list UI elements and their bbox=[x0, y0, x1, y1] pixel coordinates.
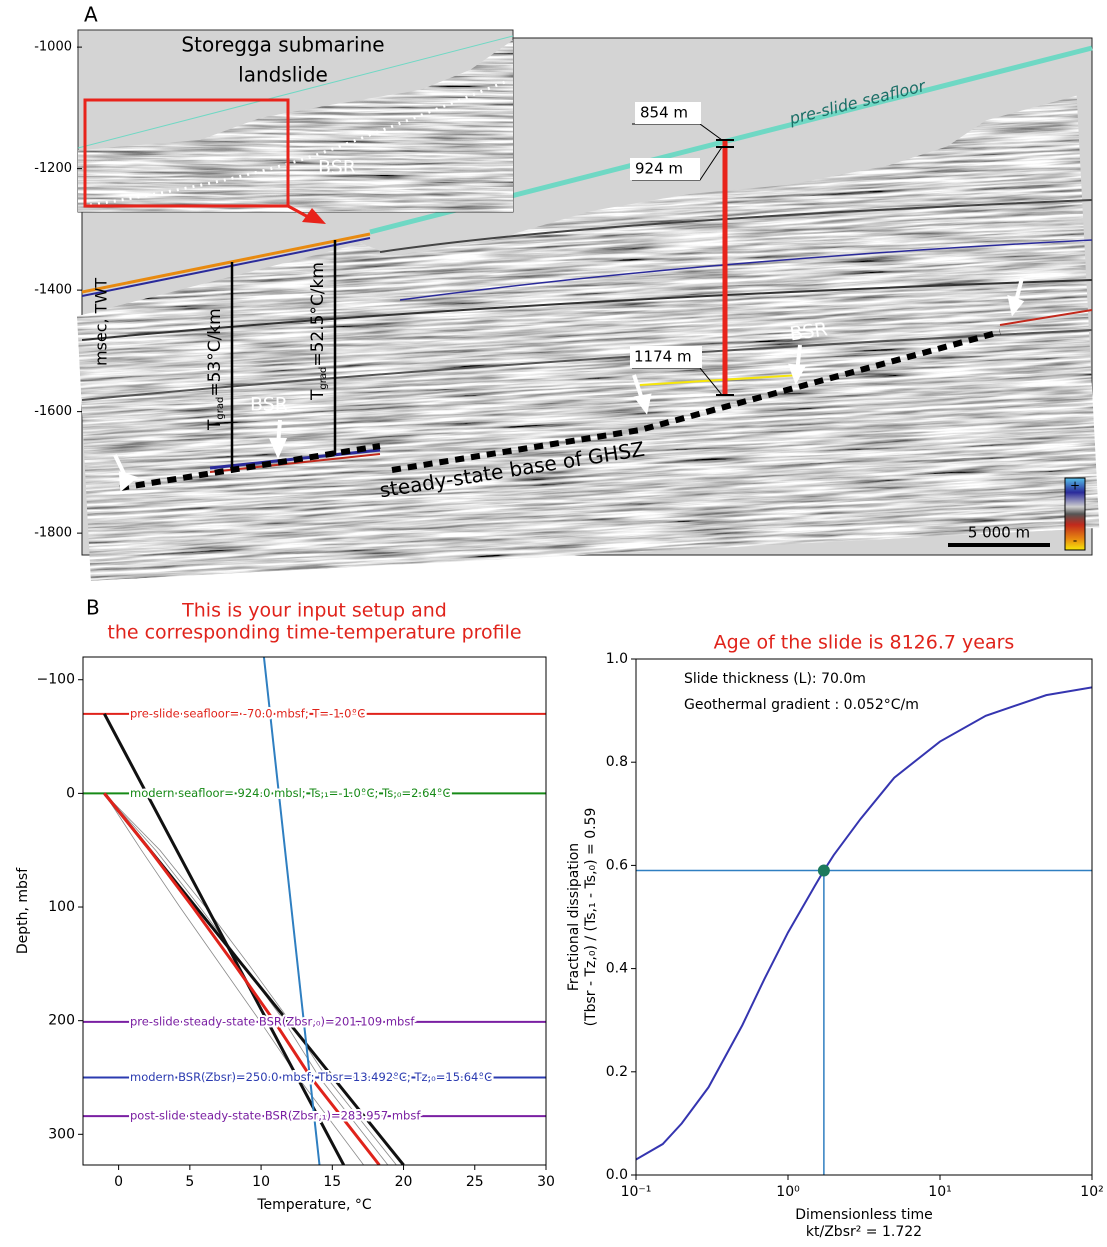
inset-arrowhead bbox=[302, 208, 326, 224]
colorbar bbox=[1064, 477, 1086, 551]
y-tick-label: 200 bbox=[48, 1013, 75, 1029]
y-tick-label: −100 bbox=[37, 672, 75, 688]
x-axis-label: kt/Zbsr² = 1.722 bbox=[806, 1224, 922, 1240]
y-axis-label: (Tbsr - Tz,₀) / (Ts,₁ - Ts,₀) = 0.59 bbox=[583, 808, 599, 1027]
y-axis-label: msec, TWT bbox=[92, 278, 111, 366]
y-tick-label: -1000 bbox=[34, 40, 72, 55]
x-tick-label: 10⁻¹ bbox=[621, 1184, 652, 1200]
point bbox=[817, 864, 830, 877]
scale-label: 5 000 m bbox=[968, 524, 1030, 542]
chart-title: This is your input setup and bbox=[181, 600, 447, 622]
depth-label: 854 m bbox=[640, 104, 688, 122]
colorbar-label: + bbox=[1070, 479, 1080, 493]
axes-frame bbox=[82, 656, 547, 1166]
x-axis-label: Temperature, °C bbox=[256, 1197, 372, 1213]
y-tick-label: 300 bbox=[48, 1126, 75, 1142]
x-tick-label: 10⁰ bbox=[776, 1184, 800, 1200]
annotation: Geothermal gradient : 0.052°C/m bbox=[684, 697, 919, 713]
y-tick-label: 0 bbox=[66, 785, 75, 801]
reference-label: pre-slide steady-state BSR(Zbsr,₀)=201.1… bbox=[130, 1014, 415, 1028]
x-tick-label: 15 bbox=[323, 1174, 341, 1190]
gradient-value: =53°C/km bbox=[205, 308, 225, 396]
y-tick-label: 0.6 bbox=[606, 857, 628, 873]
gradient-label: Tgrad=53°C/km bbox=[205, 308, 226, 431]
y-axis-label: Depth, mbsf bbox=[15, 867, 31, 954]
arrows bbox=[113, 277, 1025, 493]
y-tick-label: -1400 bbox=[34, 283, 72, 298]
inset-title: Storegga submarine bbox=[181, 33, 384, 57]
reference-label: modern BSR(Zbsr)=250.0 mbsf; Tbsr=13.492… bbox=[130, 1070, 492, 1084]
x-tick-label: 30 bbox=[537, 1174, 555, 1190]
plot-area bbox=[83, 657, 546, 1165]
series-line bbox=[103, 792, 381, 1165]
gradient-subscript: grad bbox=[215, 397, 226, 420]
y-tick-label: 0.2 bbox=[606, 1064, 628, 1080]
y-tick-label: 0.4 bbox=[606, 961, 628, 977]
colorbar-label: - bbox=[1073, 534, 1077, 548]
chart: Age of the slide is 8126.7 years 10⁻¹ 10⁰ 1… bbox=[566, 632, 1104, 1241]
depth-label: 924 m bbox=[635, 160, 683, 178]
gradient-symbol: T bbox=[205, 419, 225, 431]
bsr-label: BSR bbox=[250, 394, 288, 416]
seismic-panel: A pre-slide seafloor 854 m 924 m 1174 m bbox=[68, 3, 1100, 581]
reference-label: modern seafloor= 924.0 mbsl; Ts,₁=-1.0°C… bbox=[130, 786, 451, 800]
x-tick-label: 20 bbox=[395, 1174, 413, 1190]
series-line bbox=[104, 793, 397, 1165]
y-tick-label: 1.0 bbox=[606, 651, 628, 667]
panel-label: B bbox=[86, 596, 100, 620]
series-line bbox=[262, 657, 321, 1165]
y-tick-label: -1200 bbox=[34, 161, 72, 176]
y-tick-label: 100 bbox=[48, 899, 75, 915]
chart-title: the corresponding time-temperature profi… bbox=[107, 622, 521, 644]
inset-title: landslide bbox=[238, 63, 328, 87]
gradient-subscript: grad bbox=[318, 367, 329, 390]
x-tick-label: 10² bbox=[1080, 1184, 1103, 1200]
axes-frame bbox=[635, 658, 1093, 1176]
y-tick-label: -1800 bbox=[34, 526, 72, 541]
y-axis-label: Fractional dissipation bbox=[566, 843, 582, 991]
x-axis-label: Dimensionless time bbox=[795, 1207, 933, 1223]
series-line bbox=[103, 713, 346, 1165]
depth-label: 1174 m bbox=[634, 348, 692, 366]
annotation: Slide thickness (L): 70.0m bbox=[684, 671, 866, 687]
inset-bsr-label: BSR bbox=[318, 157, 356, 179]
x-tick-label: 0 bbox=[114, 1174, 123, 1190]
series-line bbox=[636, 686, 1092, 1161]
y-tick-label: 0.0 bbox=[606, 1167, 628, 1183]
plot-area bbox=[636, 686, 1092, 1175]
inset-seafloor bbox=[77, 35, 514, 149]
x-tick-label: 10¹ bbox=[928, 1184, 951, 1200]
reference-label: pre-slide seafloor= -70.0 mbsf; T=-1.0°C bbox=[130, 706, 365, 720]
label-box bbox=[630, 158, 700, 180]
chart-title: Age of the slide is 8126.7 years bbox=[714, 632, 1015, 654]
inset-highlight bbox=[83, 98, 290, 208]
y-tick-label: -1600 bbox=[34, 404, 72, 419]
x-tick-label: 10 bbox=[252, 1174, 270, 1190]
gradient-symbol: T bbox=[308, 389, 328, 401]
panel-label: A bbox=[84, 3, 98, 27]
x-tick-label: 5 bbox=[185, 1174, 194, 1190]
label-box bbox=[630, 346, 702, 368]
reference-label: post-slide steady-state BSR(Zbsr,₁)=283.… bbox=[130, 1109, 421, 1123]
label-box bbox=[635, 102, 701, 124]
gradient-value: =52.5°C/km bbox=[308, 262, 328, 367]
bsr-label: BSR bbox=[788, 318, 829, 345]
ghsz-line bbox=[119, 329, 1001, 491]
y-tick-label: 0.8 bbox=[606, 754, 628, 770]
gradient-label: Tgrad=52.5°C/km bbox=[308, 262, 329, 401]
x-tick-label: 25 bbox=[466, 1174, 484, 1190]
